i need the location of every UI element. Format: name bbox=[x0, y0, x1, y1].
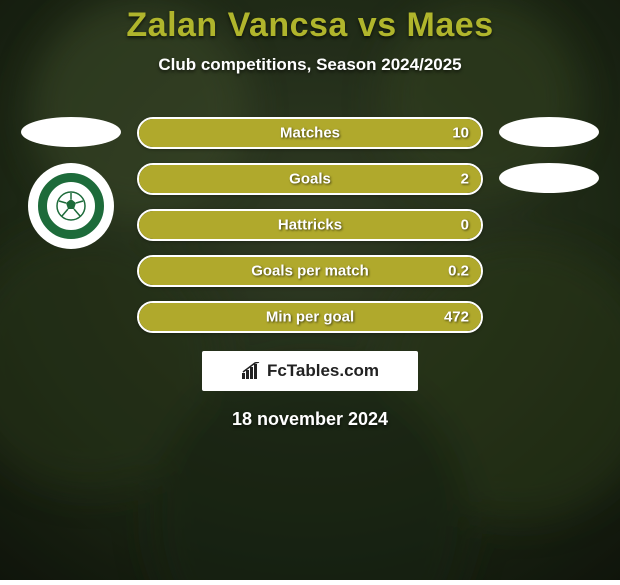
right-column bbox=[489, 117, 609, 193]
club-logo-ball bbox=[56, 191, 86, 221]
stat-value: 10 bbox=[452, 125, 469, 142]
stat-label: Goals bbox=[289, 171, 331, 188]
club-logo-ring bbox=[38, 173, 104, 239]
stat-bars: Matches 10 Goals 2 Hattricks 0 Goals per… bbox=[137, 117, 483, 333]
stat-bar-hattricks: Hattricks 0 bbox=[137, 209, 483, 241]
stat-bar-goals-per-match: Goals per match 0.2 bbox=[137, 255, 483, 287]
stat-label: Min per goal bbox=[266, 309, 354, 326]
date-text: 18 november 2024 bbox=[232, 409, 388, 430]
stat-label: Hattricks bbox=[278, 217, 342, 234]
stat-value: 0 bbox=[461, 217, 469, 234]
page-title: Zalan Vancsa vs Maes bbox=[126, 6, 493, 45]
right-player-badge-2 bbox=[499, 163, 599, 193]
subtitle: Club competitions, Season 2024/2025 bbox=[158, 55, 461, 75]
stat-bar-matches: Matches 10 bbox=[137, 117, 483, 149]
stat-value: 472 bbox=[444, 309, 469, 326]
soccer-ball-icon bbox=[56, 191, 86, 221]
left-club-logo bbox=[28, 163, 114, 249]
bar-chart-icon bbox=[241, 362, 263, 380]
stat-label: Matches bbox=[280, 125, 340, 142]
stat-label: Goals per match bbox=[251, 263, 369, 280]
comparison-row: Matches 10 Goals 2 Hattricks 0 Goals per… bbox=[0, 117, 620, 333]
left-player-badge-1 bbox=[21, 117, 121, 147]
content-root: Zalan Vancsa vs Maes Club competitions, … bbox=[0, 0, 620, 580]
brand-box[interactable]: FcTables.com bbox=[202, 351, 418, 391]
right-player-badge-1 bbox=[499, 117, 599, 147]
stat-bar-goals: Goals 2 bbox=[137, 163, 483, 195]
brand-text: FcTables.com bbox=[267, 361, 379, 381]
stat-bar-min-per-goal: Min per goal 472 bbox=[137, 301, 483, 333]
stat-value: 0.2 bbox=[448, 263, 469, 280]
left-column bbox=[11, 117, 131, 249]
stat-value: 2 bbox=[461, 171, 469, 188]
